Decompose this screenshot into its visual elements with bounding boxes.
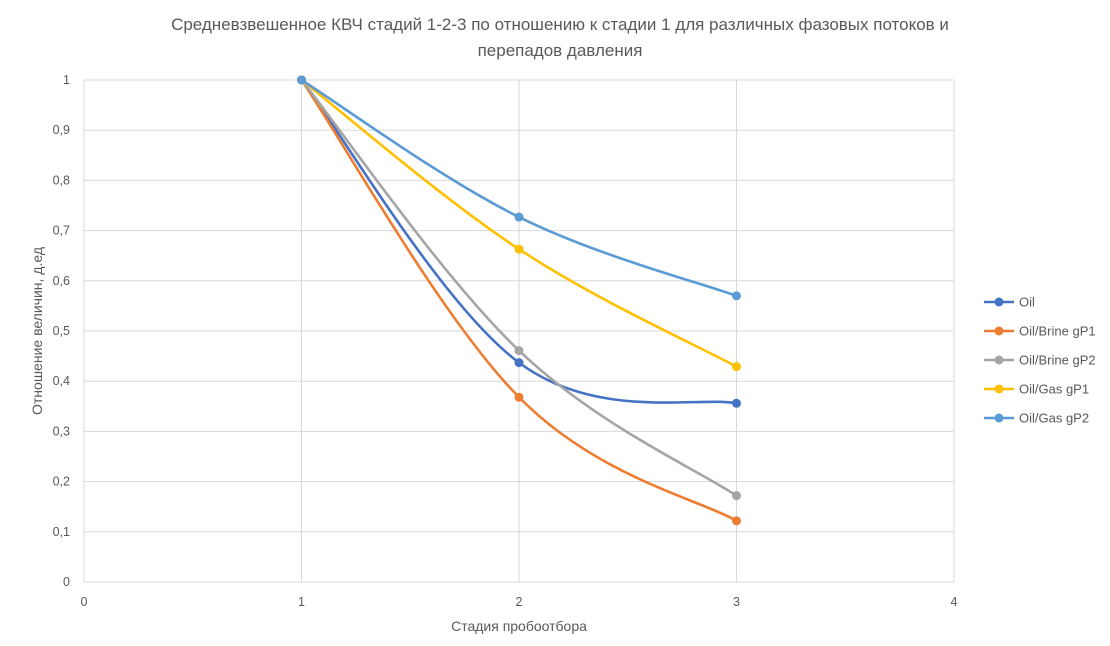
legend-swatch-marker: [994, 297, 1004, 307]
data-point: [732, 398, 741, 408]
legend-label: Oil: [1019, 295, 1035, 310]
x-tick-label: 2: [516, 595, 523, 609]
data-point: [297, 75, 306, 85]
x-tick-label: 3: [733, 595, 740, 609]
legend-entry: Oil/Gas gP2: [984, 411, 1089, 426]
y-tick-label: 0,9: [53, 123, 70, 137]
grid-lines: [83, 79, 955, 583]
series-oil-gas-gp2: [297, 75, 741, 301]
legend-swatch-marker: [994, 413, 1004, 423]
chart-title-line-1: Средневзвешенное КВЧ стадий 1-2-3 по отн…: [171, 15, 949, 34]
axes: 0 0,1 0,2 0,3 0,4 0,5 0,6 0,7 0,8 0,9 1 0 1 2 3 4: [53, 73, 958, 609]
legend-entry: Oil/Brine gP1: [984, 324, 1096, 339]
x-axis-title: Стадия пробоотбора: [451, 618, 587, 634]
data-point: [732, 491, 741, 501]
y-tick-label: 0,3: [53, 424, 70, 438]
y-tick-label: 1: [63, 73, 70, 87]
data-point: [514, 346, 524, 356]
legend-swatch-marker: [994, 326, 1004, 336]
series-line: [300, 79, 738, 522]
y-tick-label: 0,1: [53, 525, 70, 539]
legend: Oil Oil/Brine gP1 Oil/Brine gP2 Oil/Gas gP1…: [984, 295, 1096, 426]
data-point: [732, 362, 741, 372]
data-point: [514, 244, 524, 254]
legend-swatch-marker: [994, 384, 1004, 394]
y-tick-label: 0,5: [53, 324, 70, 338]
chart-title-line-2: перепадов давления: [477, 41, 643, 60]
x-tick-label: 4: [951, 595, 958, 609]
data-point: [514, 392, 524, 402]
y-tick-label: 0: [63, 575, 70, 589]
x-tick-label: 0: [81, 595, 88, 609]
legend-label: Oil/Gas gP1: [1019, 382, 1089, 397]
y-tick-label: 0,8: [53, 173, 70, 187]
series-line: [300, 79, 737, 405]
y-tick-label: 0,2: [53, 475, 70, 489]
y-tick-label: 0,7: [53, 224, 70, 238]
legend-entry: Oil/Brine gP2: [984, 353, 1096, 368]
y-tick-label: 0,6: [53, 274, 70, 288]
legend-label: Oil/Brine gP2: [1019, 353, 1096, 368]
legend-label: Oil/Gas gP2: [1019, 411, 1089, 426]
legend-entry: Oil/Gas gP1: [984, 382, 1089, 397]
chart-title: Средневзвешенное КВЧ стадий 1-2-3 по отн…: [0, 12, 1110, 64]
x-tick-label: 1: [298, 595, 305, 609]
y-tick-label: 0,4: [53, 374, 70, 388]
legend-label: Oil/Brine gP1: [1019, 324, 1096, 339]
series-group: [297, 75, 741, 526]
legend-swatch-marker: [994, 355, 1004, 365]
y-axis-title: Отношение величин, д.ед: [29, 247, 45, 415]
data-point: [514, 358, 524, 368]
data-point: [732, 516, 741, 526]
data-point: [514, 212, 524, 222]
data-point: [732, 291, 741, 301]
legend-entry: Oil: [984, 295, 1035, 310]
